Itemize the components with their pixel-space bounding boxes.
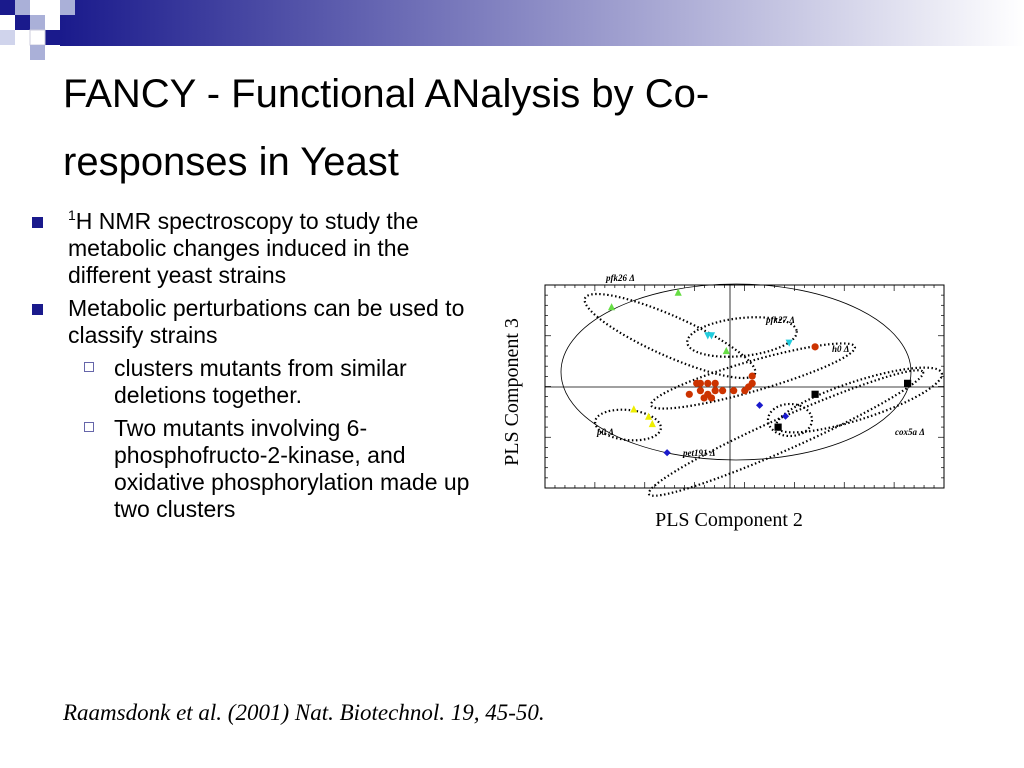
bullet-metabolic-text: Metabolic perturbations can be used to c… [68,295,465,348]
outer-ellipse [560,283,912,461]
diamond-point [756,401,764,409]
sub-bullet-two-mutants: Two mutants involving 6-phosphofructo-2-… [30,415,470,523]
triangle-up-point [648,419,656,428]
sub-bullet-clusters: clusters mutants from similar deletions … [30,355,470,409]
circle-point [811,343,819,351]
bullet-nmr: 1H NMR spectroscopy to study the metabol… [30,208,470,289]
triangle-down-point [707,332,716,340]
square-point [904,379,912,387]
triangle-up-point [674,288,682,296]
label-pet191: pet191 Δ [682,448,715,458]
label-pfk26: pfk26 Δ [605,273,635,283]
bullet-list: 1H NMR spectroscopy to study the metabol… [30,208,470,529]
circle-point [685,390,693,398]
cox5a-inner-ellipse [766,402,814,438]
pls-scatter-plot: pfk26 Δ pfk27 Δ h0 Δ p0 Δ pet191 Δ cox5a… [501,273,945,531]
bullet-metabolic: Metabolic perturbations can be used to c… [30,295,470,349]
citation: Raamsdonk et al. (2001) Nat. Biotechnol.… [63,700,545,725]
circle-point [711,379,719,387]
label-pfk27: pfk27 Δ [765,315,795,325]
triangle-up-point [608,303,616,311]
circle-point [748,372,756,380]
title-decoration [0,0,1024,60]
cluster-ellipses [560,283,944,497]
circle-point [748,379,756,387]
diamond-point [663,449,671,457]
cox5a-cluster-ellipse [774,366,944,434]
triangle-down-point [785,339,793,347]
circle-point [707,394,716,402]
circle-point [704,379,712,387]
circle-point [696,379,704,387]
circle-point [711,387,719,395]
axis-ticks [544,284,945,489]
slide-title: FANCY - Functional ANalysis by Co-respon… [63,72,710,184]
square-point [774,423,782,431]
circle-point [700,394,708,402]
circle-point [719,387,727,395]
sub-bullet-clusters-text: clusters mutants from similar deletions … [114,355,407,408]
square-bullet-icon [32,304,43,315]
diamond-point [781,412,790,420]
triangle-up-point [722,346,730,355]
plot-frame [544,284,945,489]
circle-point [730,387,738,395]
label-h0: h0 Δ [832,344,849,354]
triangle-up-point [630,405,638,413]
x-axis-title: PLS Component 2 [655,509,803,531]
bullet-nmr-text: H NMR spectroscopy to study the metaboli… [68,208,419,288]
hollow-square-bullet-icon [84,362,94,372]
label-cox5a: cox5a Δ [895,427,925,437]
pfk26-cluster-ellipse [583,292,757,380]
sub-bullet-two-mutants-text: Two mutants involving 6-phosphofructo-2-… [114,415,470,522]
main-cluster-ellipse [649,342,857,410]
y-axis-title: PLS Component 3 [501,318,523,466]
circle-point [696,387,704,395]
cluster-labels: pfk26 Δ pfk27 Δ h0 Δ p0 Δ pet191 Δ cox5a… [596,273,925,458]
hollow-square-bullet-icon [84,422,94,432]
square-bullet-icon [32,217,43,228]
label-p0: p0 Δ [596,427,614,437]
square-point [811,390,819,398]
superscript-one: 1 [68,207,76,223]
triangle-up-point [645,412,653,420]
pfk27-cluster-ellipse [686,316,798,358]
